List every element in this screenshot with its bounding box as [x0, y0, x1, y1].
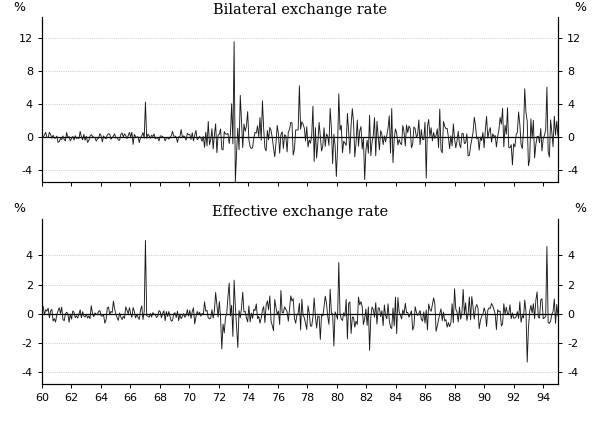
Title: Effective exchange rate: Effective exchange rate — [212, 205, 388, 219]
Title: Bilateral exchange rate: Bilateral exchange rate — [213, 3, 387, 17]
Text: %: % — [14, 0, 26, 14]
Text: %: % — [574, 202, 586, 215]
Text: %: % — [574, 0, 586, 14]
Text: %: % — [14, 202, 26, 215]
